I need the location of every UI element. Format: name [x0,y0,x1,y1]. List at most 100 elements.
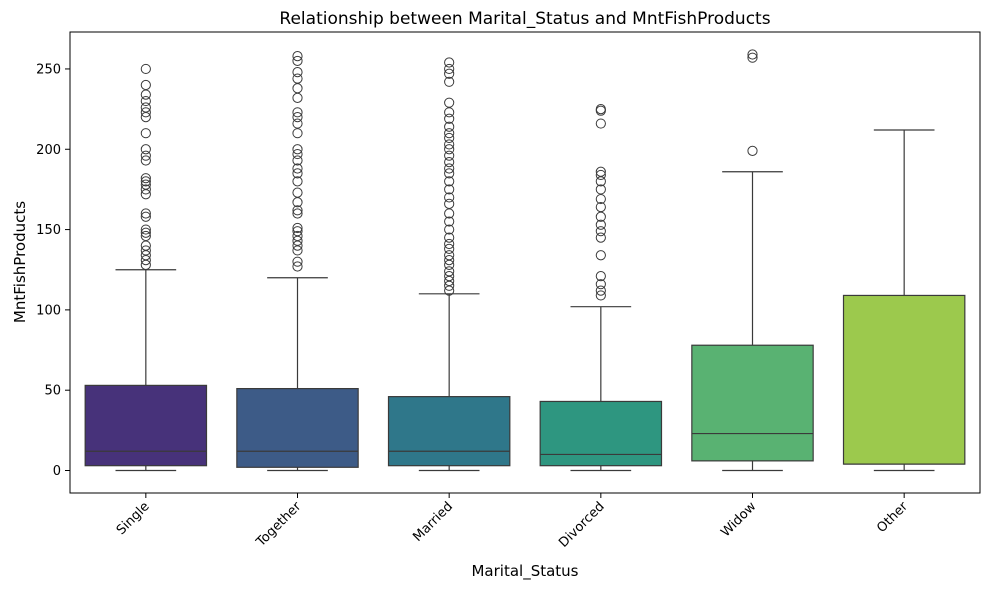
outlier-point [140,227,151,238]
outlier-point [747,145,758,156]
outlier-point [444,157,455,168]
outlier-point [444,150,455,161]
box-group-single [84,63,208,472]
outlier-point [444,243,455,254]
box-married [387,396,511,467]
box-group-together [236,50,359,472]
outlier-point [292,50,303,62]
outlier-point [444,184,455,195]
outlier-point [292,73,303,84]
outlier-point [595,279,606,290]
outlier-point [444,232,455,243]
outlier-point [595,232,606,243]
outlier-point [444,132,455,144]
outlier-point [292,83,303,94]
box-divorced [539,400,663,467]
plot-frame [69,31,981,494]
outlier-point [444,254,455,266]
outlier-point [292,226,303,237]
box-single [84,384,208,467]
outlier-point [747,52,758,63]
outlier-point [140,224,151,235]
outlier-point [292,261,303,272]
outlier-point [292,256,303,267]
outlier-point [292,92,303,103]
outlier-point [292,187,303,198]
x-tick-label-together: Together [253,499,305,551]
outlier-point [444,139,455,150]
outlier-point [444,68,455,79]
outlier-point [140,211,151,222]
plot-area [84,49,966,472]
box-together [236,387,359,468]
outlier-point [140,176,151,187]
outlier-point [595,290,606,301]
outlier-point [444,107,455,118]
outlier-point [292,67,303,78]
y-tick-label: 200 [36,143,61,158]
outlier-point [444,224,455,235]
y-axis-label: MntFishProducts [11,201,29,323]
outlier-point [292,107,303,118]
outlier-point [140,95,151,107]
x-tick-label-divorced: Divorced [556,499,607,550]
outlier-point [140,102,151,113]
outlier-point [140,245,151,256]
outlier-point [444,97,455,108]
outlier-point [292,208,303,219]
outlier-point [444,57,455,68]
outlier-point [292,205,303,216]
box-widow [691,344,814,462]
x-tick-label-widow: Widow [718,499,759,540]
outlier-point [444,176,455,187]
box-group-other [842,129,966,472]
outlier-point [292,230,303,242]
outlier-point [595,169,606,181]
outlier-point [292,222,303,234]
outlier-point [140,184,151,195]
outlier-point [140,155,151,166]
y-axis: 0 50 100 150 200 250 [36,62,70,479]
outlier-point [292,118,303,129]
y-tick-label: 0 [53,464,61,479]
outlier-point [595,184,606,195]
outlier-point [140,89,151,100]
outlier-point [292,163,303,174]
outlier-point [140,144,151,155]
outlier-point [292,112,303,123]
outlier-point [595,285,606,296]
x-tick-label-single: Single [114,499,153,538]
outlier-point [444,144,455,155]
outlier-point [747,49,758,60]
outlier-point [140,179,151,190]
outlier-point [140,79,151,91]
outlier-point [292,176,303,187]
x-axis-label: Marital_Status [471,562,578,581]
outlier-point [292,148,303,160]
outlier-point [444,76,455,87]
outlier-point [140,107,151,118]
y-tick-label: 150 [36,223,61,238]
x-axis: Single Together Married Divorced Widow Other [114,493,911,551]
outlier-point [292,128,303,139]
outlier-point [595,104,606,115]
outlier-point [595,250,606,261]
box-group-widow [691,49,814,472]
x-tick-label-married: Married [410,499,456,545]
outlier-point [444,216,455,227]
outlier-point [595,201,606,213]
outlier-point [292,155,303,166]
x-tick-label-other: Other [874,499,911,536]
outlier-point [292,168,303,179]
outlier-point [444,250,455,261]
y-tick-label: 50 [44,384,61,399]
outlier-point [140,208,151,219]
outlier-point [444,128,455,139]
outlier-point [444,266,455,277]
outlier-point [595,226,606,237]
chart-title: Relationship between Marital_Status and … [279,9,770,29]
outlier-point [292,55,303,67]
outlier-point [140,230,151,242]
outlier-point [444,113,455,124]
